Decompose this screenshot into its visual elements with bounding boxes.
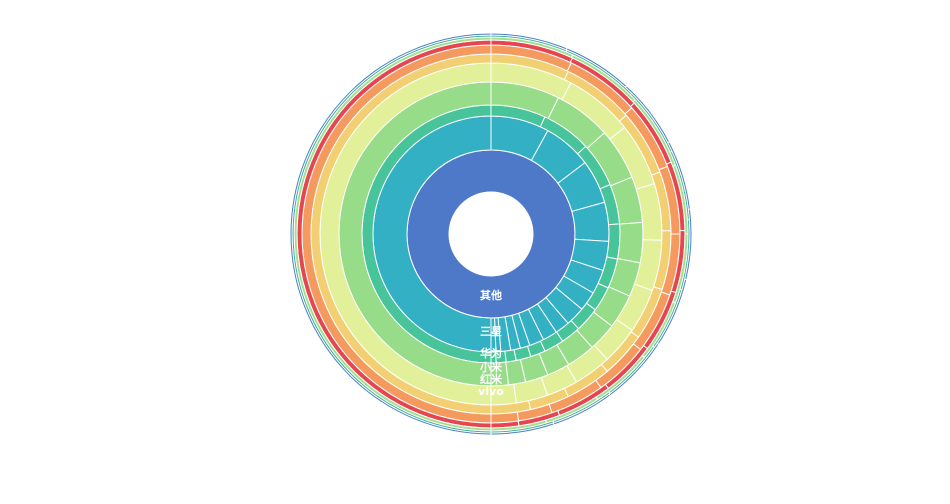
sunburst-label-level-4: 小米: [479, 360, 503, 374]
sunburst-slice-level-4-5[interactable]: [617, 221, 644, 264]
sunburst-label-level-1: 其他: [480, 288, 502, 302]
sunburst-label-level-5: 红米: [480, 372, 503, 386]
sunburst-slice-level-11-9[interactable]: [490, 422, 555, 436]
sunburst-label-level-2: 三星: [480, 325, 502, 338]
sunburst-slice-level-3-13[interactable]: [504, 349, 517, 363]
sunburst-label-level-3: 华为: [480, 346, 502, 360]
sunburst-label-level-6: vivo: [478, 385, 504, 398]
sunburst-rings: [289, 32, 693, 436]
